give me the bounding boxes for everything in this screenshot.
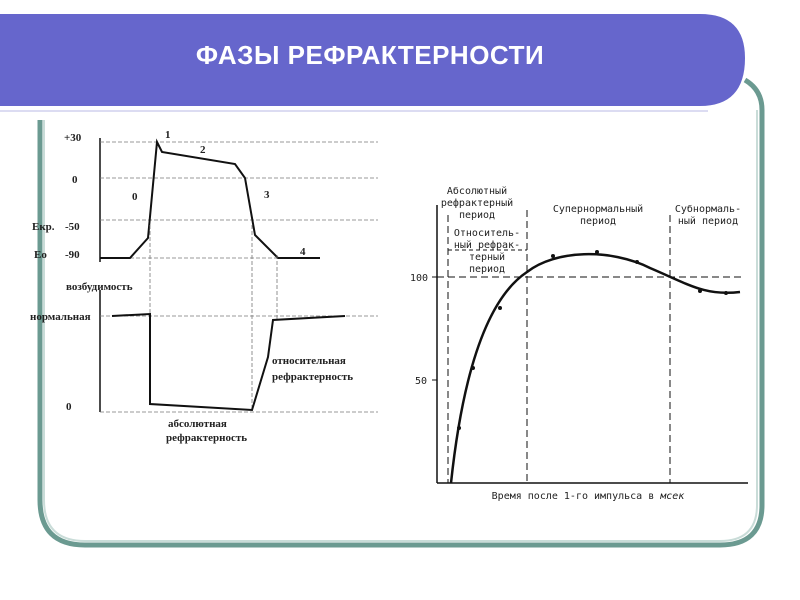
svg-text:Субнормаль-: Субнормаль-: [675, 203, 741, 215]
svg-text:рефрактерный: рефрактерный: [441, 197, 513, 209]
label-supernormal-period: Супернормальный период: [553, 203, 643, 227]
label-subnormal-period: Субнормаль- ный период: [675, 203, 741, 227]
recovery-y-tick-100: 100: [410, 273, 428, 284]
phase-label-2: 2: [200, 144, 206, 156]
svg-text:период: период: [580, 216, 616, 227]
recovery-curve: [449, 253, 741, 484]
phase-label-3: 3: [264, 189, 270, 201]
normal-label: нормальная: [30, 311, 91, 323]
label-absolute-period: Абсолютный рефрактерный период: [441, 185, 513, 221]
label-relative-period: Относитель- ный рефрак- терный период: [454, 228, 520, 275]
absolute-label-line1: абсолютная: [168, 418, 227, 430]
title-banner: [0, 14, 745, 106]
recovery-y-tick-50: 50: [415, 376, 427, 387]
relative-label-line1: относительная: [272, 355, 346, 367]
svg-text:терный: терный: [469, 251, 505, 263]
content-border: [37, 77, 765, 548]
phase-label-1: 1: [165, 129, 171, 141]
svg-text:Абсолютный: Абсолютный: [447, 185, 507, 197]
svg-text:Супернормальный: Супернормальный: [553, 203, 643, 215]
svg-text:ный рефрак-: ный рефрак-: [454, 239, 520, 251]
y-tick-minus50: -50: [65, 221, 80, 233]
recovery-curve-points: [457, 250, 728, 430]
phase-label-0: 0: [132, 191, 138, 203]
svg-text:период: период: [459, 210, 495, 221]
level-label-ekr: Екр.: [32, 221, 55, 233]
absolute-label-line2: рефрактерность: [166, 432, 247, 444]
svg-text:ный период: ный период: [678, 215, 738, 227]
level-label-eo: Ео: [34, 249, 47, 261]
action-potential-curve: [100, 138, 320, 259]
phase-label-4: 4: [300, 246, 306, 258]
slide-title: ФАЗЫ РЕФРАКТЕРНОСТИ: [195, 40, 545, 70]
y-tick-plus30: +30: [64, 132, 82, 144]
svg-text:Относитель-: Относитель-: [454, 228, 520, 239]
excitability-label: возбудимость: [66, 281, 133, 293]
excitability-curve: [111, 312, 346, 412]
y-tick-minus90: -90: [65, 249, 80, 261]
y-tick-zero: 0: [72, 174, 78, 186]
relative-label-line2: рефрактерность: [272, 371, 353, 383]
recovery-x-label: Время после 1-го импульса в мсек: [492, 491, 686, 502]
svg-text:период: период: [469, 264, 505, 275]
excitability-zero-label: 0: [66, 401, 72, 413]
